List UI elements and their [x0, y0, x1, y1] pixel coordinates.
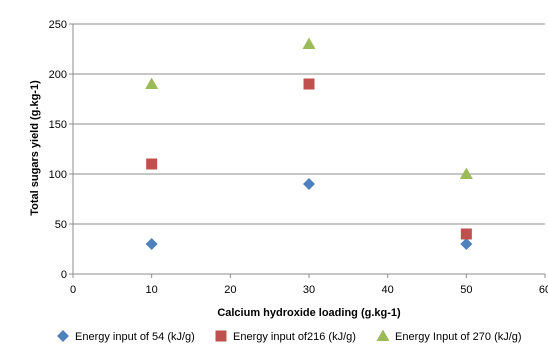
- legend-diamond-icon: [57, 330, 69, 342]
- square-data-point: [146, 158, 158, 170]
- legend-item: Energy Input of 270 (kJ/g): [376, 329, 522, 343]
- y-tick-label: 100: [49, 169, 67, 181]
- legend-square-icon: [215, 330, 227, 342]
- x-tick-labels: 0 10 20 30 40 50 60: [70, 284, 548, 296]
- x-tick-label: 0: [70, 284, 76, 296]
- triangle-data-point: [459, 167, 473, 179]
- y-tick-label: 50: [55, 219, 67, 231]
- diamond-data-point: [460, 238, 473, 250]
- diamond-data-point: [303, 178, 315, 190]
- y-tick-label: 200: [49, 69, 67, 81]
- axes: [69, 23, 546, 278]
- gridlines: [73, 23, 545, 225]
- x-tick-label: 20: [224, 284, 236, 296]
- triangle-data-point: [302, 37, 316, 49]
- y-axis-title: Total sugars yield (g.kg-1): [29, 80, 41, 216]
- legend-triangle-icon: [376, 329, 390, 341]
- x-tick-label: 30: [303, 284, 315, 296]
- y-tick-label: 150: [49, 119, 67, 131]
- legend-item: Energy input of 54 (kJ/g): [57, 330, 195, 343]
- x-tick-label: 60: [539, 284, 548, 296]
- diamond-data-point: [145, 238, 158, 250]
- x-tick-label: 50: [460, 284, 472, 296]
- y-tick-labels: 0 50 100 150 200 250: [49, 19, 67, 281]
- legend: Energy input of 54 (kJ/g) Energy input of…: [57, 329, 522, 343]
- x-tick-label: 10: [146, 284, 158, 296]
- data-points: [145, 37, 473, 250]
- legend-item: Energy input of216 (kJ/g): [215, 330, 356, 343]
- y-tick-label: 250: [49, 19, 67, 31]
- triangle-data-point: [145, 77, 159, 89]
- square-data-point: [460, 228, 472, 240]
- square-data-point: [303, 78, 315, 90]
- legend-label: Energy Input of 270 (kJ/g): [395, 331, 522, 343]
- legend-label: Energy input of216 (kJ/g): [233, 331, 356, 343]
- y-tick-label: 0: [61, 269, 67, 281]
- x-axis-title: Calcium hydroxide loading (g.kg-1): [217, 307, 401, 319]
- legend-label: Energy input of 54 (kJ/g): [75, 331, 195, 343]
- x-tick-label: 40: [382, 284, 394, 296]
